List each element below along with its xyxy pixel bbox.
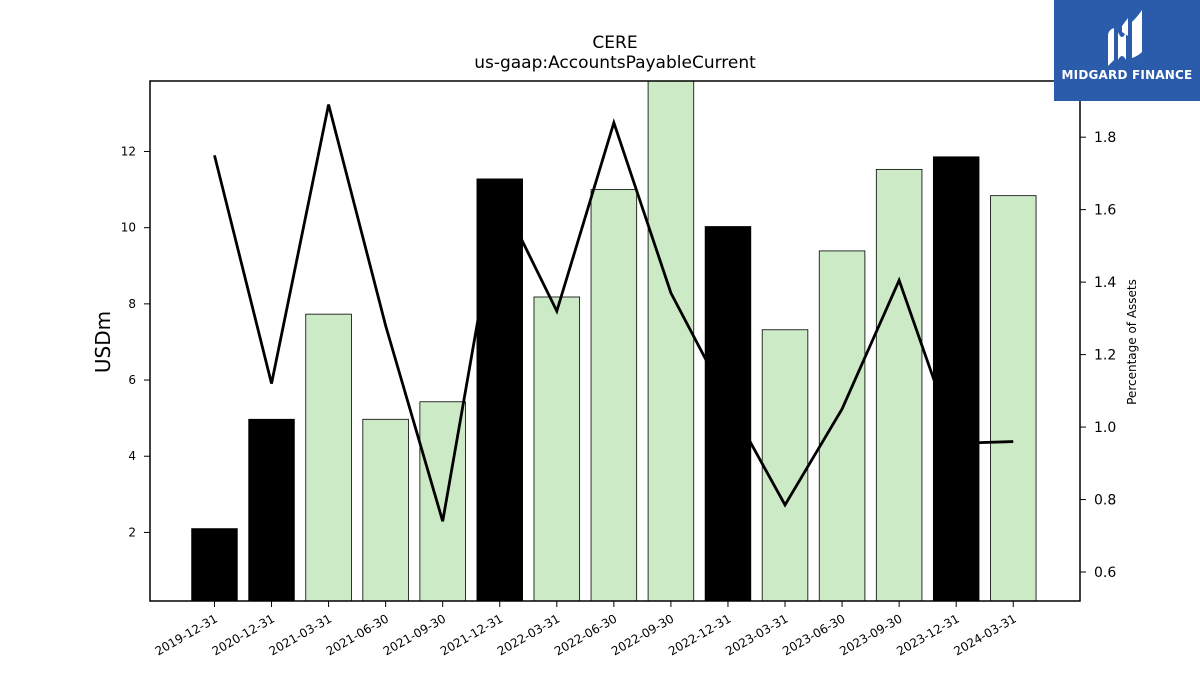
- y-axis-right-label: Percentage of Assets: [1125, 279, 1139, 405]
- y-tick-label: 12: [121, 144, 136, 158]
- y-right-tick-label: 1.2: [1094, 348, 1116, 364]
- bar-2024-03-31: [990, 195, 1037, 602]
- y-right-tick-label: 1.6: [1094, 203, 1116, 219]
- x-tick-label: 2022-06-30: [552, 611, 619, 658]
- x-tick-label: 2021-03-31: [267, 611, 334, 658]
- bar-2021-06-30: [362, 418, 409, 602]
- bar-2023-12-31: [932, 156, 980, 602]
- y-tick-label: 2: [128, 525, 136, 539]
- bar-2021-12-31: [476, 178, 523, 602]
- y-axis-label: USDm: [91, 311, 115, 373]
- bar-2023-09-30: [875, 168, 923, 602]
- x-axis: 2019-12-312020-12-312021-03-312021-06-30…: [153, 601, 1019, 658]
- bar-2022-12-31: [704, 226, 752, 602]
- x-tick-label: 2020-12-31: [210, 611, 277, 658]
- bar-2022-03-31: [533, 296, 581, 602]
- bar-2023-03-31: [761, 329, 809, 602]
- y-axis-left: 2 4 6 8 10 12: [121, 144, 150, 539]
- bar-2019-12-31: [191, 528, 238, 602]
- bar-2023-06-30: [818, 250, 866, 602]
- percentage-of-assets-line: [213, 104, 1014, 522]
- x-tick-label: 2019-12-31: [153, 611, 220, 658]
- x-tick-label: 2022-09-30: [609, 611, 676, 658]
- x-tick-label: 2023-03-31: [723, 611, 790, 658]
- bar-group: [191, 80, 1037, 602]
- bar-2021-03-31: [305, 313, 352, 602]
- bar-2022-06-30: [590, 189, 638, 602]
- x-tick-label: 2023-09-30: [837, 611, 904, 658]
- plot-frame: [149, 80, 1081, 602]
- logo-mark-icon: [1108, 10, 1142, 66]
- logo: MIDGARD FINANCE: [1054, 0, 1200, 101]
- x-tick-label: 2021-09-30: [381, 611, 448, 658]
- chart-title: CERE: [592, 33, 637, 53]
- bar-2022-09-30: [647, 80, 695, 602]
- y-tick-label: 8: [128, 297, 136, 311]
- chart-subtitle: us-gaap:AccountsPayableCurrent: [474, 53, 756, 73]
- y-right-tick-label: 1.8: [1094, 130, 1116, 146]
- x-tick-label: 2023-12-31: [894, 611, 961, 658]
- bar-2020-12-31: [248, 418, 295, 602]
- x-tick-label: 2021-06-30: [324, 611, 391, 658]
- x-tick-label: 2023-06-30: [780, 611, 847, 658]
- x-tick-label: 2021-12-31: [438, 611, 505, 658]
- y-right-tick-label: 1.4: [1094, 275, 1116, 291]
- y-tick-label: 10: [121, 221, 136, 235]
- y-tick-label: 6: [128, 373, 136, 387]
- y-right-tick-label: 0.6: [1094, 565, 1116, 581]
- x-tick-label: 2022-03-31: [495, 611, 562, 658]
- y-axis-right: 0.6 0.8 1.0 1.2 1.4 1.6 1.8: [1080, 130, 1116, 581]
- line-group: [213, 104, 1014, 522]
- x-tick-label: 2022-12-31: [666, 611, 733, 658]
- y-right-tick-label: 0.8: [1094, 493, 1116, 509]
- logo-text: MIDGARD FINANCE: [1061, 68, 1193, 82]
- y-tick-label: 4: [128, 449, 136, 463]
- y-right-tick-label: 1.0: [1094, 420, 1116, 436]
- x-tick-label: 2024-03-31: [951, 611, 1018, 658]
